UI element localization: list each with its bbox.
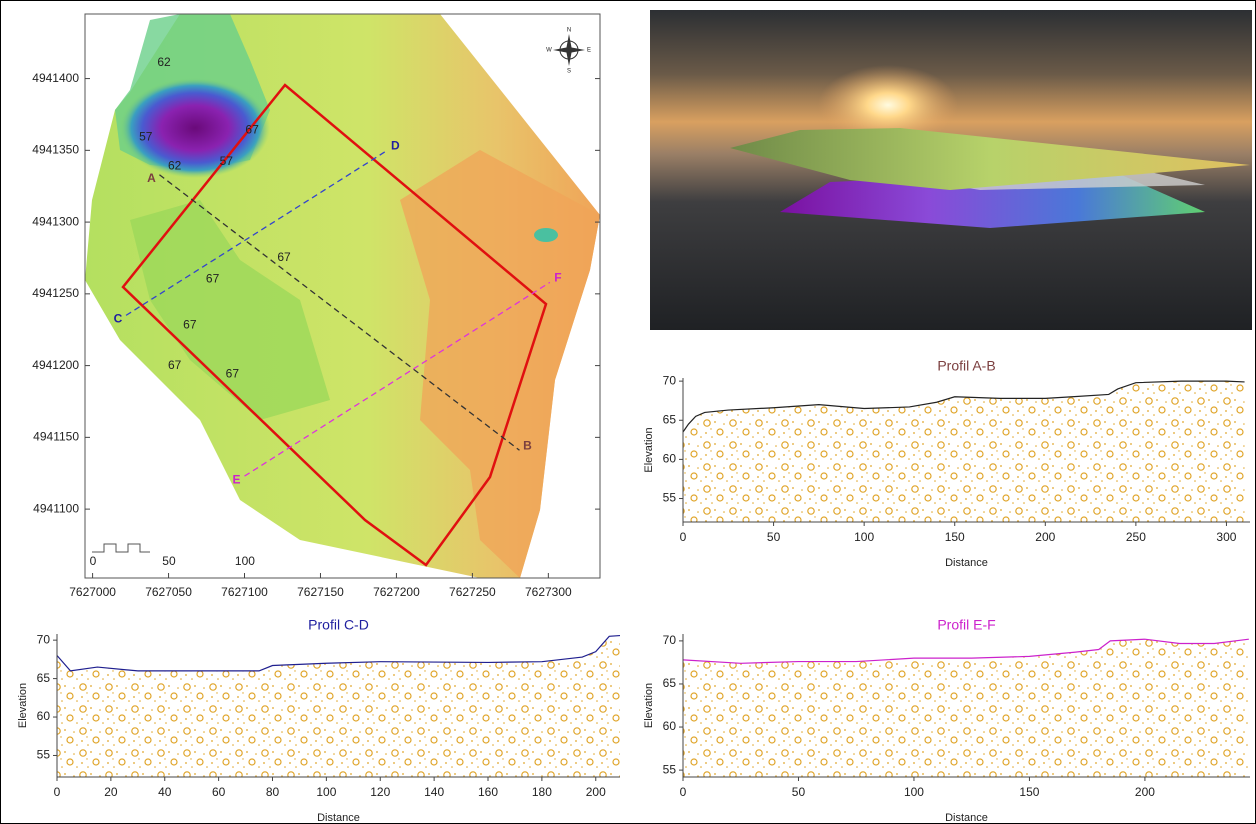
chart-title: Profil C-D bbox=[308, 617, 369, 633]
profile-end-label: F bbox=[554, 271, 561, 285]
x-tick-label: 0 bbox=[680, 785, 687, 799]
x-tick-label: 40 bbox=[158, 785, 172, 799]
y-tick-label: 4941250 bbox=[32, 286, 79, 300]
scale-label: 100 bbox=[235, 554, 255, 568]
x-tick-label: 7627200 bbox=[373, 585, 420, 599]
x-tick-label: 200 bbox=[1135, 785, 1155, 799]
y-tick-label: 65 bbox=[37, 671, 51, 685]
contour-label: 67 bbox=[183, 318, 197, 332]
compass-label: E bbox=[587, 48, 591, 54]
profile-end-label: A bbox=[147, 171, 156, 185]
y-tick-label: 4941100 bbox=[33, 501, 79, 515]
figure: N E S W 7627000 7627050 7627100 7627150 7627… bbox=[0, 0, 1256, 824]
x-tick-label: 100 bbox=[854, 530, 874, 544]
y-tick-label: 4941150 bbox=[33, 430, 79, 444]
contour-label: 67 bbox=[168, 358, 182, 372]
contour-label: 67 bbox=[277, 250, 291, 264]
contour-label: 62 bbox=[157, 55, 171, 69]
chart-title: Profil A-B bbox=[937, 358, 995, 374]
x-tick-label: 150 bbox=[1019, 785, 1039, 799]
profile-area bbox=[683, 381, 1245, 522]
x-tick-label: 7627300 bbox=[525, 585, 572, 599]
y-axis-label: Elevation bbox=[643, 427, 655, 472]
x-tick-label: 200 bbox=[1035, 530, 1055, 544]
profile-end-label: B bbox=[523, 438, 532, 452]
y-tick-label: 70 bbox=[37, 632, 51, 646]
x-tick-label: 200 bbox=[586, 785, 606, 799]
map-surface bbox=[85, 14, 600, 578]
y-tick-label: 60 bbox=[37, 709, 51, 723]
contour-label: 57 bbox=[220, 154, 234, 168]
contour-label: 67 bbox=[245, 122, 259, 136]
x-tick-label: 0 bbox=[54, 785, 61, 799]
chart-title: Profil E-F bbox=[937, 617, 995, 633]
render-3d bbox=[650, 10, 1252, 330]
x-tick-label: 150 bbox=[945, 530, 965, 544]
y-tick-label: 60 bbox=[663, 452, 677, 466]
profile-area bbox=[683, 639, 1249, 777]
y-tick-label: 65 bbox=[663, 676, 677, 690]
contour-label: 67 bbox=[206, 272, 220, 286]
x-tick-label: 50 bbox=[792, 785, 806, 799]
page: N E S W 7627000 7627050 7627100 7627150 7627… bbox=[0, 0, 1256, 824]
x-tick-label: 250 bbox=[1126, 530, 1146, 544]
profile-end-label: D bbox=[391, 139, 400, 153]
profile-area bbox=[57, 636, 620, 777]
contour-label: 62 bbox=[168, 158, 182, 172]
y-tick-label: 55 bbox=[663, 762, 677, 776]
compass-label: N bbox=[567, 28, 571, 34]
contour-label: 57 bbox=[139, 130, 153, 144]
y-tick-label: 4941300 bbox=[32, 214, 79, 228]
y-tick-label: 4941400 bbox=[32, 71, 79, 85]
y-tick-label: 55 bbox=[37, 748, 51, 762]
x-axis-label: Distance bbox=[945, 557, 988, 569]
scale-label: 50 bbox=[162, 554, 176, 568]
x-tick-label: 7627000 bbox=[69, 585, 116, 599]
x-axis-label: Distance bbox=[317, 812, 360, 824]
x-tick-label: 50 bbox=[767, 530, 781, 544]
x-tick-label: 80 bbox=[266, 785, 280, 799]
x-tick-label: 7627100 bbox=[221, 585, 268, 599]
x-tick-label: 100 bbox=[904, 785, 924, 799]
profile-end-label: C bbox=[114, 312, 123, 326]
x-tick-label: 140 bbox=[424, 785, 444, 799]
y-tick-label: 4941200 bbox=[32, 358, 79, 372]
y-tick-label: 55 bbox=[663, 491, 677, 505]
x-tick-label: 180 bbox=[532, 785, 552, 799]
y-tick-label: 70 bbox=[663, 373, 677, 387]
x-tick-label: 60 bbox=[212, 785, 226, 799]
y-tick-label: 4941350 bbox=[32, 143, 79, 157]
x-tick-label: 7627250 bbox=[449, 585, 496, 599]
x-tick-label: 7627150 bbox=[297, 585, 344, 599]
y-tick-label: 70 bbox=[663, 633, 677, 647]
x-tick-label: 300 bbox=[1216, 530, 1236, 544]
x-axis-label: Distance bbox=[945, 812, 988, 824]
y-tick-label: 65 bbox=[663, 412, 677, 426]
y-axis-label: Elevation bbox=[643, 683, 655, 728]
x-tick-label: 0 bbox=[680, 530, 687, 544]
compass-label: S bbox=[567, 69, 571, 75]
profile-end-label: E bbox=[233, 472, 241, 486]
compass-label: W bbox=[546, 48, 552, 54]
compass: N E S W bbox=[546, 28, 591, 75]
x-tick-label: 7627050 bbox=[145, 585, 192, 599]
x-tick-label: 100 bbox=[316, 785, 336, 799]
y-tick-label: 60 bbox=[663, 719, 677, 733]
x-tick-label: 20 bbox=[104, 785, 118, 799]
x-tick-label: 160 bbox=[478, 785, 498, 799]
contour-label: 67 bbox=[226, 366, 240, 380]
x-tick-label: 120 bbox=[370, 785, 390, 799]
y-axis-label: Elevation bbox=[17, 683, 29, 728]
scale-label: 0 bbox=[90, 554, 97, 568]
